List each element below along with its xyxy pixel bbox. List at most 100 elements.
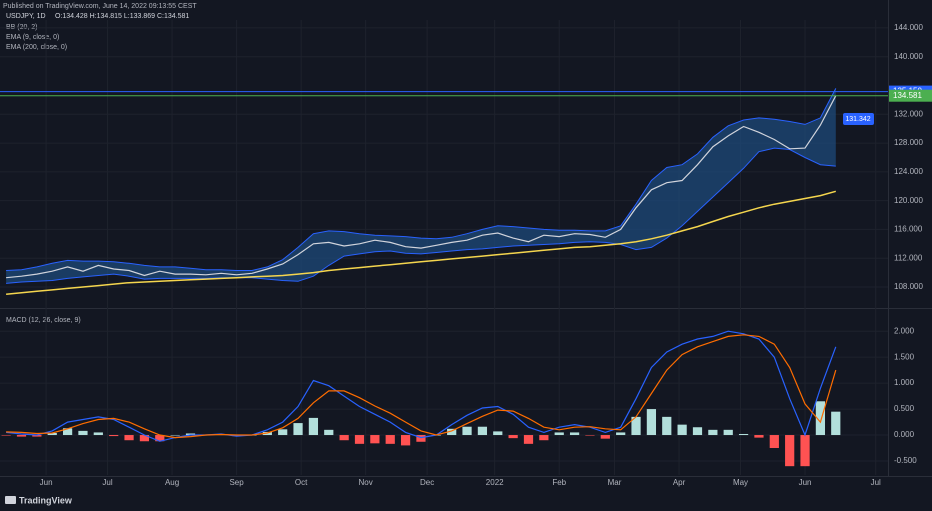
histogram-bar xyxy=(477,426,488,436)
histogram-bar xyxy=(646,409,657,436)
y-tick-label: 2.000 xyxy=(894,326,915,335)
histogram-bar xyxy=(723,429,733,436)
published-note: Published on TradingView.com, June 14, 2… xyxy=(3,3,197,10)
ema-line xyxy=(6,190,837,295)
histogram-bar xyxy=(16,435,27,437)
x-tick-label: Jun xyxy=(40,478,53,487)
histogram-bar xyxy=(462,426,472,436)
x-tick-label: Sep xyxy=(229,478,244,487)
histogram-bar xyxy=(370,435,380,444)
histogram-bar xyxy=(631,416,641,436)
y-tick-label: 140.000 xyxy=(894,52,923,61)
x-tick-label: Jul xyxy=(102,478,112,487)
histogram-bar xyxy=(539,435,549,441)
histogram-bar xyxy=(170,435,180,436)
histogram-bar xyxy=(339,435,349,441)
histogram-bar xyxy=(493,431,503,436)
y-tick-label: 132.000 xyxy=(894,109,923,118)
histogram-bar xyxy=(569,432,580,436)
histogram-bar xyxy=(508,435,518,439)
y-tick-label: 0.000 xyxy=(894,430,915,439)
histogram-bar xyxy=(155,435,165,442)
x-tick-label: Mar xyxy=(608,478,622,487)
bb-upper xyxy=(6,88,837,271)
histogram-bar xyxy=(78,430,88,436)
histogram-bar xyxy=(785,435,795,467)
histogram-bar xyxy=(109,435,119,437)
histogram-bar xyxy=(831,411,841,436)
histogram-bar xyxy=(708,429,718,436)
histogram-bar xyxy=(769,435,779,449)
histogram-bar xyxy=(800,435,810,467)
histogram-bar xyxy=(600,435,610,439)
x-tick-label: May xyxy=(733,478,748,487)
histogram-bar xyxy=(293,423,303,436)
histogram-bar xyxy=(62,428,73,436)
histogram-bar xyxy=(523,435,534,444)
x-tick-label: Feb xyxy=(552,478,566,487)
ohlc: O:134.428 H:134.815 L:133.869 C:134.581 xyxy=(55,13,189,20)
histogram-bar xyxy=(585,435,595,436)
x-tick-label: Apr xyxy=(673,478,686,487)
y-tick-label: 124.000 xyxy=(894,167,923,176)
bb-fill xyxy=(6,88,836,284)
y-tick-label: 0.500 xyxy=(894,404,915,413)
histogram-bar xyxy=(185,433,196,436)
histogram-bar xyxy=(677,424,687,436)
ema9-legend: EMA (9, close, 0) xyxy=(6,34,59,41)
x-tick-label: Jun xyxy=(799,478,812,487)
histogram-bar xyxy=(1,435,11,436)
histogram-bar xyxy=(47,432,57,436)
histogram-bar xyxy=(400,435,411,446)
price-tag xyxy=(889,89,932,102)
y-tick-label: 120.000 xyxy=(894,196,923,205)
brand: TradingView xyxy=(19,495,73,505)
bb-legend: BB (20, 2) xyxy=(6,24,38,31)
histogram-bar xyxy=(324,429,334,436)
x-tick-label: 2022 xyxy=(486,478,504,487)
x-tick-label: Dec xyxy=(420,478,434,487)
histogram-bar xyxy=(662,416,672,436)
price-tag-label: 134.581 xyxy=(893,91,922,100)
price-tag xyxy=(843,113,874,126)
y-tick-label: 108.000 xyxy=(894,282,923,291)
bb-lower xyxy=(6,147,836,284)
x-tick-label: Oct xyxy=(295,478,308,487)
symbol: USDJPY, 1D xyxy=(6,13,46,20)
histogram-bar xyxy=(554,432,564,436)
x-tick-label: Aug xyxy=(165,478,179,487)
macd-line xyxy=(6,330,837,442)
y-tick-label: 116.000 xyxy=(894,225,923,234)
histogram-bar xyxy=(738,433,749,436)
histogram-bar xyxy=(354,435,365,444)
macd-line xyxy=(6,334,837,439)
x-tick-label: Nov xyxy=(359,478,373,487)
histogram-bar xyxy=(815,401,826,436)
histogram-bar xyxy=(93,432,103,436)
ema200-legend: EMA (200, close, 0) xyxy=(6,44,67,51)
histogram-bar xyxy=(416,435,426,442)
price-line xyxy=(6,95,837,279)
y-tick-label: 144.000 xyxy=(894,23,923,32)
histogram-bar xyxy=(754,435,764,438)
histogram-bar xyxy=(32,435,42,437)
histogram-bar xyxy=(692,427,703,436)
x-tick-label: Jul xyxy=(871,478,881,487)
histogram-bar xyxy=(278,429,288,436)
y-tick-label: 128.000 xyxy=(894,138,923,147)
y-tick-label: 1.000 xyxy=(894,378,915,387)
price-tag-label: 131.342 xyxy=(845,116,870,123)
y-tick-label: -0.500 xyxy=(894,456,917,465)
histogram-bar xyxy=(124,435,134,441)
histogram-bar xyxy=(447,428,457,436)
logo xyxy=(5,496,16,504)
histogram-bar xyxy=(616,432,626,436)
y-tick-label: 1.500 xyxy=(894,352,915,361)
histogram-bar xyxy=(385,435,395,444)
histogram-bar xyxy=(139,435,150,442)
histogram-bar xyxy=(308,417,319,436)
y-tick-label: 112.000 xyxy=(894,253,923,262)
